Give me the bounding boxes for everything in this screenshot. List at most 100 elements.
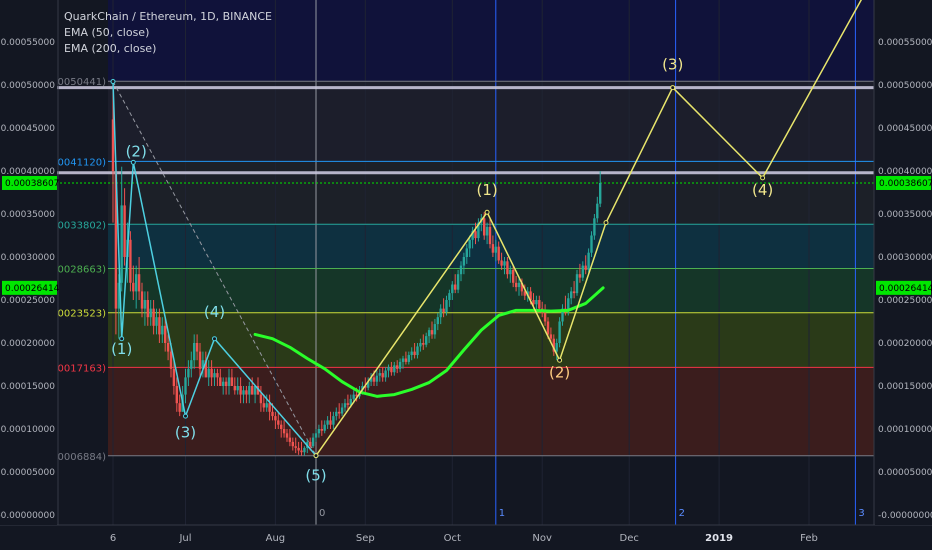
chart-legend: QuarkChain / Ethereum, 1D, BINANCE EMA (… bbox=[64, 9, 272, 57]
price-badge-left bbox=[2, 175, 57, 190]
candle-body bbox=[253, 386, 257, 395]
fib-label: 0.00006884) bbox=[42, 452, 106, 463]
y-tick-label-left: 0.00015000 bbox=[1, 382, 56, 392]
candle-body bbox=[393, 365, 396, 373]
y-tick-label-right: 0.00010000 bbox=[878, 425, 932, 435]
candle-body bbox=[398, 361, 402, 369]
candle-body bbox=[593, 218, 596, 236]
y-tick-label-right: 0.00035000 bbox=[878, 210, 932, 220]
y-tick-label-right: 0.00025000 bbox=[878, 296, 932, 306]
price-badge-left-label: 0.00026414 bbox=[5, 284, 60, 294]
candle-body bbox=[219, 377, 222, 386]
y-tick-label-right: 0.00050000 bbox=[878, 81, 932, 91]
candle-body bbox=[230, 377, 234, 386]
candle-body bbox=[367, 381, 370, 388]
candle-body bbox=[309, 441, 312, 447]
candle-body bbox=[224, 381, 228, 386]
candle-body bbox=[419, 343, 422, 347]
candle-body bbox=[430, 330, 434, 335]
candle-body bbox=[193, 343, 196, 361]
candle-body bbox=[233, 386, 236, 391]
y-tick-label-left: 0.00050000 bbox=[1, 81, 56, 91]
candle-body bbox=[323, 424, 326, 431]
candle-body bbox=[558, 321, 561, 343]
candle-body bbox=[338, 411, 341, 414]
y-tick-label-left: 0.00045000 bbox=[1, 124, 56, 134]
candle-body bbox=[375, 375, 379, 382]
candle-body bbox=[259, 394, 263, 404]
candle-body bbox=[369, 377, 373, 382]
wave-point bbox=[557, 357, 563, 363]
candle-body bbox=[216, 373, 219, 378]
y-tick-label-right: 0.00005000 bbox=[878, 468, 932, 478]
candle-body bbox=[245, 390, 248, 395]
dashed-trend-line bbox=[112, 81, 317, 456]
wave-1-line bbox=[112, 81, 317, 457]
candle-body bbox=[468, 239, 471, 249]
candle-body bbox=[129, 239, 132, 283]
y-tick-label-left: 0.00030000 bbox=[1, 253, 56, 263]
candle-body bbox=[448, 293, 451, 300]
fib-label: 0.00023523) bbox=[42, 309, 106, 320]
candle-body bbox=[378, 373, 381, 376]
wave-point bbox=[670, 85, 676, 91]
candle-body bbox=[570, 291, 573, 299]
candle-body bbox=[425, 336, 428, 345]
legend-ema50: EMA (50, close) bbox=[64, 26, 150, 39]
candle-body bbox=[169, 351, 173, 369]
wave-point bbox=[760, 175, 766, 181]
candle-body bbox=[343, 403, 347, 408]
candle-body bbox=[111, 119, 115, 171]
y-tick-label-left: 0.00020000 bbox=[1, 339, 56, 349]
candle-body bbox=[384, 370, 387, 378]
candle-body bbox=[175, 386, 178, 404]
price-badge-right bbox=[876, 280, 931, 295]
candle-body bbox=[517, 282, 521, 288]
candle-body bbox=[320, 429, 323, 431]
candle-body bbox=[451, 284, 454, 294]
price-badge-left bbox=[2, 280, 57, 295]
candle-body bbox=[262, 403, 265, 408]
y-tick-label-right: 0.00020000 bbox=[878, 339, 932, 349]
candle-body bbox=[456, 274, 460, 290]
candle-body bbox=[123, 205, 126, 257]
candle-body bbox=[575, 274, 579, 294]
candle-body bbox=[222, 381, 225, 386]
candle-body bbox=[143, 300, 147, 309]
fib-label: 0.00028663) bbox=[42, 264, 106, 275]
candle-body bbox=[439, 308, 442, 318]
candle-body bbox=[282, 429, 286, 434]
candle-body bbox=[543, 312, 547, 322]
candle-body bbox=[256, 386, 260, 395]
candle-body bbox=[477, 222, 480, 239]
time-zone-label: 0 bbox=[319, 508, 325, 519]
right-axis-bg bbox=[875, 0, 932, 525]
candle-body bbox=[164, 325, 167, 343]
candle-body bbox=[227, 377, 231, 386]
candle-body bbox=[587, 252, 590, 270]
candle-body bbox=[210, 368, 213, 378]
wave-label: (4) bbox=[204, 303, 225, 321]
candle-body bbox=[442, 308, 445, 313]
y-tick-label-left: 0.00005000 bbox=[1, 468, 56, 478]
candle-body bbox=[503, 261, 506, 266]
candle-body bbox=[361, 386, 364, 391]
fib-label: 0.00041120) bbox=[42, 157, 106, 168]
candle-body bbox=[372, 377, 376, 382]
wave-label: (2) bbox=[126, 142, 147, 160]
time-zone-label: 2 bbox=[679, 508, 685, 519]
candle-body bbox=[140, 291, 144, 309]
candle-body bbox=[401, 358, 405, 362]
wave-label: (5) bbox=[305, 467, 326, 485]
candle-body bbox=[494, 246, 497, 253]
candle-body bbox=[404, 358, 408, 362]
candle-body bbox=[416, 346, 419, 356]
x-tick-label: 6 bbox=[110, 533, 116, 544]
candle-body bbox=[329, 420, 332, 425]
candle-body bbox=[242, 390, 245, 395]
y-tick-label-left: 0.00040000 bbox=[1, 167, 56, 177]
candle-body bbox=[207, 368, 210, 378]
candle-body bbox=[132, 282, 135, 292]
x-tick-label: Jul bbox=[178, 533, 191, 544]
